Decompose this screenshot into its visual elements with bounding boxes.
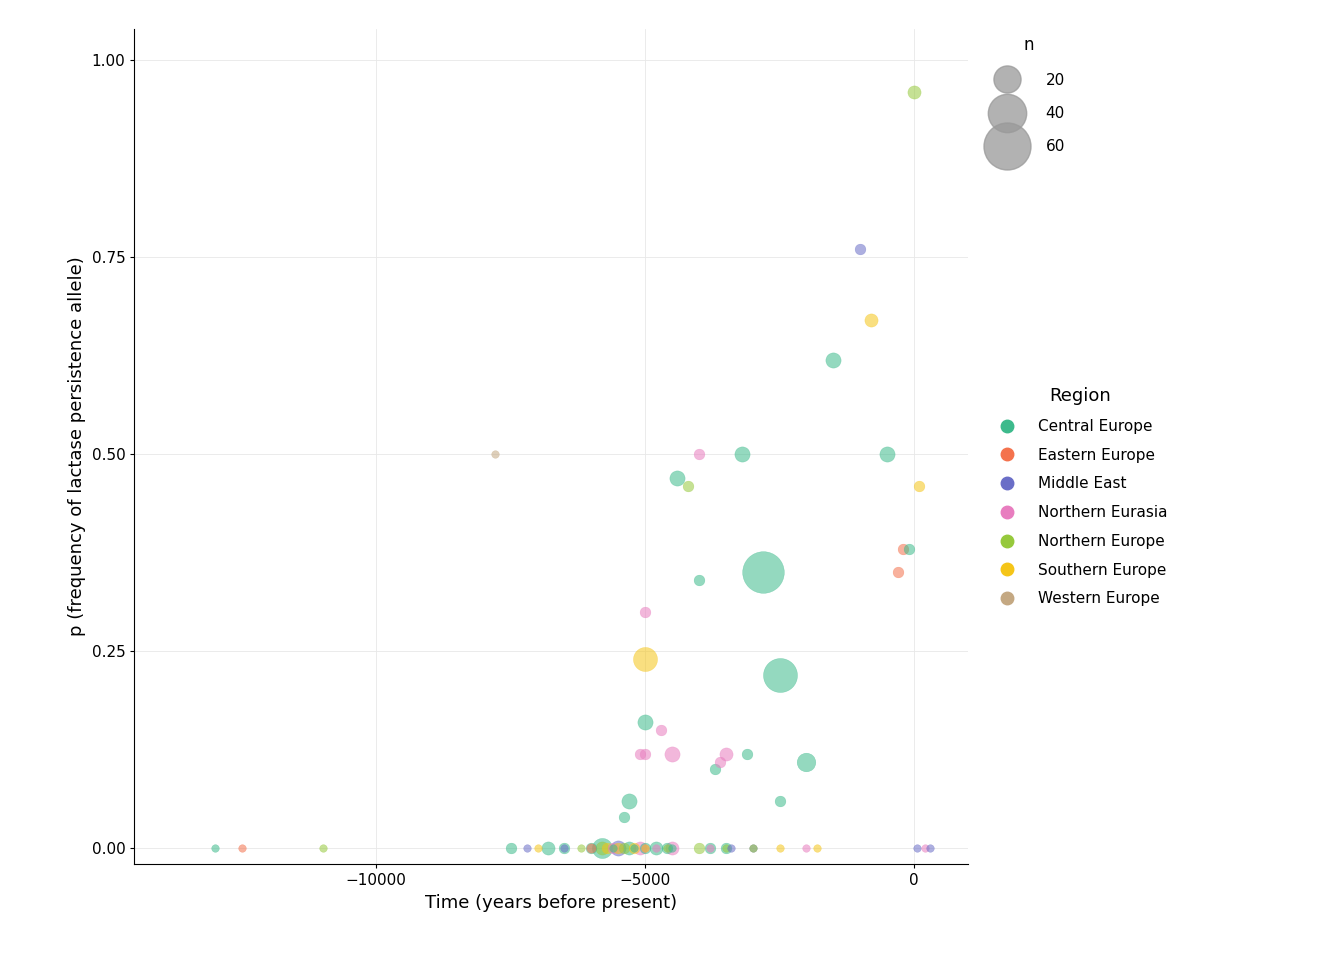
X-axis label: Time (years before present): Time (years before present) bbox=[425, 894, 677, 912]
Point bbox=[624, 841, 645, 856]
Point bbox=[204, 841, 226, 856]
Point bbox=[892, 541, 914, 557]
Point bbox=[645, 841, 667, 856]
Point bbox=[661, 841, 683, 856]
Point bbox=[898, 541, 919, 557]
Point bbox=[715, 841, 737, 856]
Point bbox=[661, 841, 683, 856]
Point bbox=[602, 841, 624, 856]
Point bbox=[849, 242, 871, 257]
Point bbox=[607, 841, 629, 856]
Point bbox=[527, 841, 548, 856]
Point bbox=[613, 841, 634, 856]
Point bbox=[715, 841, 737, 856]
Point bbox=[909, 478, 930, 493]
Point bbox=[634, 841, 656, 856]
Point bbox=[650, 722, 672, 737]
Point bbox=[634, 841, 656, 856]
Point bbox=[484, 446, 505, 462]
Point bbox=[688, 573, 710, 588]
Point bbox=[876, 446, 898, 462]
Point bbox=[554, 841, 575, 856]
Point bbox=[516, 841, 538, 856]
Point bbox=[769, 793, 790, 808]
Point bbox=[731, 446, 753, 462]
Point bbox=[538, 841, 559, 856]
Y-axis label: p (frequency of lactase persistence allele): p (frequency of lactase persistence alle… bbox=[69, 256, 86, 636]
Point bbox=[634, 714, 656, 730]
Point bbox=[591, 841, 613, 856]
Point bbox=[769, 667, 790, 683]
Point bbox=[887, 564, 909, 580]
Point bbox=[903, 84, 925, 100]
Point bbox=[769, 841, 790, 856]
Point bbox=[720, 841, 742, 856]
Point bbox=[715, 746, 737, 761]
Point bbox=[634, 604, 656, 619]
Point bbox=[796, 754, 817, 769]
Point bbox=[742, 841, 763, 856]
Point bbox=[500, 841, 521, 856]
Point bbox=[906, 841, 927, 856]
Point bbox=[737, 746, 758, 761]
Point bbox=[688, 446, 710, 462]
Point bbox=[602, 841, 624, 856]
Point bbox=[667, 470, 688, 486]
Point bbox=[618, 841, 640, 856]
Point bbox=[312, 841, 333, 856]
Point bbox=[624, 841, 645, 856]
Point bbox=[699, 841, 720, 856]
Point bbox=[699, 841, 720, 856]
Point bbox=[634, 841, 656, 856]
Point bbox=[704, 762, 726, 778]
Point bbox=[688, 841, 710, 856]
Point bbox=[231, 841, 253, 856]
Point bbox=[710, 754, 731, 769]
Point bbox=[860, 313, 882, 328]
Point bbox=[629, 841, 650, 856]
Point bbox=[597, 841, 618, 856]
Point bbox=[607, 841, 629, 856]
Legend: Central Europe, Eastern Europe, Middle East, Northern Eurasia, Northern Europe, : Central Europe, Eastern Europe, Middle E… bbox=[992, 387, 1168, 607]
Point bbox=[823, 352, 844, 368]
Point bbox=[742, 841, 763, 856]
Point bbox=[581, 841, 602, 856]
Point bbox=[618, 793, 640, 808]
Point bbox=[591, 841, 613, 856]
Point bbox=[645, 841, 667, 856]
Point bbox=[656, 841, 677, 856]
Point bbox=[656, 841, 677, 856]
Point bbox=[914, 841, 935, 856]
Point bbox=[629, 746, 650, 761]
Point bbox=[661, 746, 683, 761]
Point bbox=[581, 841, 602, 856]
Point bbox=[634, 652, 656, 667]
Point bbox=[554, 841, 575, 856]
Point bbox=[796, 841, 817, 856]
Point bbox=[753, 564, 774, 580]
Point bbox=[677, 478, 699, 493]
Point bbox=[634, 746, 656, 761]
Point bbox=[919, 841, 941, 856]
Point bbox=[806, 841, 828, 856]
Point bbox=[613, 809, 634, 825]
Point bbox=[570, 841, 591, 856]
